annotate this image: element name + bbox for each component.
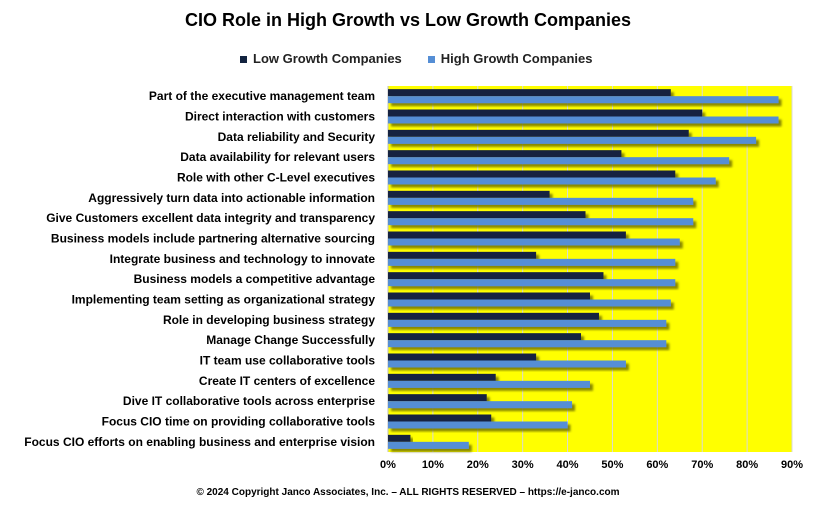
bar-high-growth	[388, 258, 676, 266]
legend-label-low: Low Growth Companies	[253, 51, 402, 66]
x-tick-label: 20%	[467, 459, 489, 471]
category-label: Role in developing business strategy	[163, 313, 375, 327]
bar-low-growth	[388, 292, 590, 300]
legend-label-high: High Growth Companies	[440, 51, 593, 66]
category-label: Direct interaction with customers	[185, 110, 375, 124]
bar-low-growth	[388, 353, 537, 361]
bar-low-growth	[388, 170, 676, 178]
bar-high-growth	[388, 218, 694, 226]
bar-high-growth	[388, 319, 667, 327]
plot-svg: 0% 10% 20% 30% 40% 50% 60% 70% 80% 90% Part of the…	[24, 86, 803, 471]
x-tick-label: 50%	[601, 459, 623, 471]
bar-high-growth	[388, 441, 469, 449]
category-label: Manage Change Successfully	[206, 333, 375, 347]
bar-low-growth	[388, 434, 411, 442]
x-tick-label: 0%	[380, 459, 396, 471]
bar-high-growth	[388, 421, 568, 429]
category-label: Data availability for relevant users	[180, 150, 375, 164]
category-label: Focus CIO efforts on enabling business a…	[24, 435, 375, 449]
x-tick-label: 30%	[512, 459, 534, 471]
bar-high-growth	[388, 299, 671, 307]
legend-swatch-high	[427, 56, 435, 64]
bar-high-growth	[388, 279, 676, 287]
bar-low-growth	[388, 251, 537, 259]
category-label: Business models a competitive advantage	[134, 272, 376, 286]
x-tick-label: 10%	[422, 459, 444, 471]
bar-low-growth	[388, 394, 487, 402]
bar-high-growth	[388, 238, 680, 246]
bar-high-growth	[388, 157, 730, 165]
x-tick-label: 40%	[557, 459, 579, 471]
bar-high-growth	[388, 340, 667, 348]
bar-low-growth	[388, 109, 703, 117]
legend-swatch-low	[240, 56, 247, 64]
category-label: Create IT centers of excellence	[199, 374, 375, 388]
bar-low-growth	[388, 129, 689, 137]
category-label: Role with other C-Level executives	[177, 171, 375, 185]
category-label: Business models include partnering alter…	[51, 232, 375, 246]
bar-high-growth	[388, 177, 716, 185]
legend-item-high: High Growth Companies	[427, 51, 593, 66]
bar-low-growth	[388, 150, 622, 158]
bar-high-growth	[388, 197, 694, 205]
category-label: Aggressively turn data into actionable i…	[88, 191, 375, 205]
bar-high-growth	[388, 96, 779, 104]
x-tick-label: 70%	[691, 459, 713, 471]
bar-low-growth	[388, 231, 626, 239]
chart-title: CIO Role in High Growth vs Low Growth Co…	[184, 10, 632, 30]
x-tick-label: 60%	[646, 459, 668, 471]
bar-low-growth	[388, 312, 599, 320]
category-label: Focus CIO time on providing collaborativ…	[102, 415, 376, 429]
bar-low-growth	[388, 211, 586, 219]
category-label: Implementing team setting as organizatio…	[72, 293, 376, 307]
bar-high-growth	[388, 116, 779, 124]
category-label: Give Customers excellent data integrity …	[46, 211, 375, 225]
bar-high-growth	[388, 401, 573, 409]
category-label: IT team use collaborative tools	[200, 354, 376, 368]
bar-low-growth	[388, 190, 550, 198]
category-label: Data reliability and Security	[218, 130, 376, 144]
legend-item-low: Low Growth Companies	[240, 51, 402, 66]
plot-area	[388, 86, 792, 452]
bar-low-growth	[388, 89, 671, 97]
x-tick-label: 90%	[781, 459, 803, 471]
bar-low-growth	[388, 272, 604, 280]
footer-copyright: © 2024 Copyright Janco Associates, Inc. …	[196, 487, 620, 498]
x-tick-label: 80%	[736, 459, 758, 471]
category-label: Part of the executive management team	[149, 89, 375, 103]
bar-low-growth	[388, 373, 496, 381]
bar-high-growth	[388, 136, 757, 144]
legend: Low Growth Companies High Growth Compani…	[240, 51, 592, 66]
bar-low-growth	[388, 414, 492, 422]
bar-high-growth	[388, 360, 626, 368]
bar-high-growth	[388, 380, 590, 388]
bar-low-growth	[388, 333, 582, 341]
category-label: Dive IT collaborative tools across enter…	[123, 394, 375, 408]
category-label: Integrate business and technology to inn…	[110, 252, 376, 266]
